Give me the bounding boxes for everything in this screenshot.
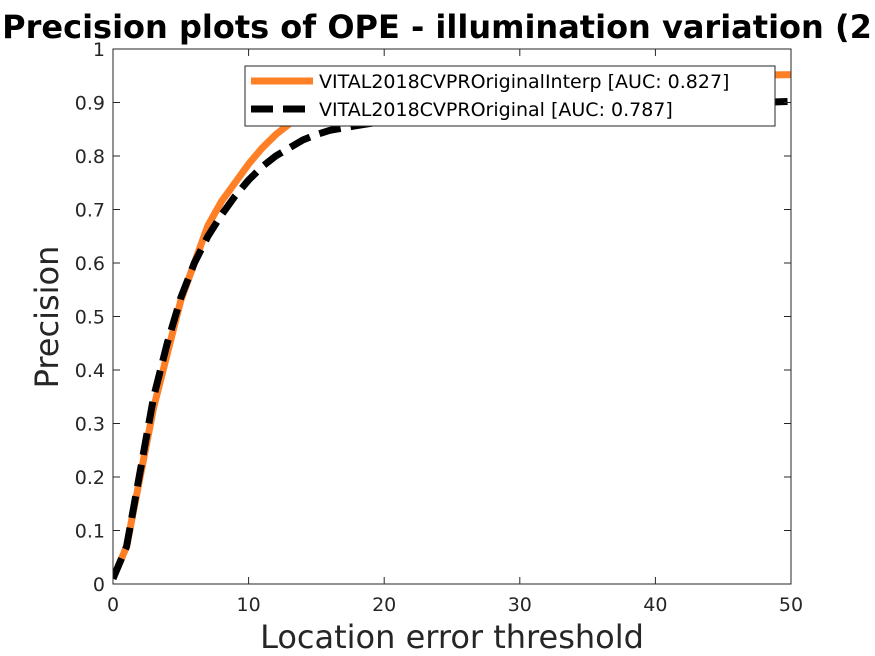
y-tick-label: 0 [93,574,105,596]
y-tick-label: 0.6 [75,253,105,275]
x-tick-label: 20 [372,594,396,616]
plot-background [113,49,791,584]
legend: VITAL2018CVPROriginalInterp [AUC: 0.827]… [244,65,776,127]
x-axis-label: Location error threshold [260,618,644,656]
x-tick-label: 10 [237,594,261,616]
y-tick-label: 0.4 [75,360,105,382]
y-tick-label: 0.5 [75,307,105,329]
y-tick-label: 0.8 [75,146,105,168]
plot-area [113,49,791,584]
chart-title: Precision plots of OPE - illumination va… [2,8,872,46]
y-axis-label: Precision [28,246,66,389]
x-tick-label: 30 [508,594,532,616]
x-tick-label: 40 [643,594,667,616]
y-tick-label: 0.3 [75,414,105,436]
y-tick-label: 1 [93,39,105,61]
axis-layer: 0 10 20 30 40 50 0 0.1 0.2 0.3 0.4 0.5 0.6 0.7 0.8 0.9 1 [75,39,803,616]
y-tick-label: 0.1 [75,521,105,543]
x-tick-label: 50 [779,594,803,616]
y-tick-label: 0.9 [75,93,105,115]
y-tick-label: 0.2 [75,467,105,489]
legend-label-1: VITAL2018CVPROriginalInterp [AUC: 0.827] [319,71,729,93]
y-tick-label: 0.7 [75,200,105,222]
legend-label-2: VITAL2018CVPROriginal [AUC: 0.787] [319,99,673,121]
legend-box [244,65,776,127]
x-tick-label: 0 [107,594,119,616]
